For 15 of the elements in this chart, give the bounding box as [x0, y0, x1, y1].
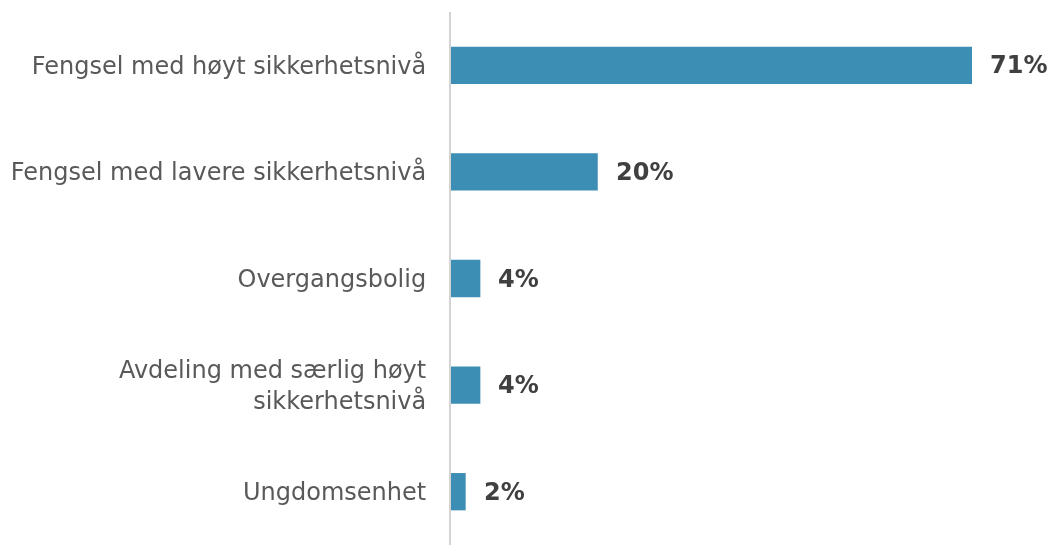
- data-label: 71%: [990, 51, 1048, 79]
- data-label: 4%: [498, 265, 539, 293]
- y-tick-label: Fengsel med høyt sikkerhetsnivå: [31, 50, 427, 80]
- bar: [451, 46, 972, 84]
- bar: [451, 259, 481, 298]
- bar: [451, 473, 466, 511]
- y-tick-label: Overgangsbolig: [237, 264, 427, 293]
- data-label: 20%: [616, 158, 674, 186]
- data-label: 4%: [498, 371, 539, 399]
- y-tick-label: Fengsel med lavere sikkerhetsnivå: [10, 157, 427, 187]
- y-tick-label: Ungdomsenhet: [243, 478, 427, 507]
- y-tick-label: Avdeling med særlig høyt sikkerhetsnivå: [118, 355, 427, 416]
- bar: [451, 153, 598, 191]
- data-label: 2%: [484, 478, 525, 506]
- bar: [451, 366, 481, 404]
